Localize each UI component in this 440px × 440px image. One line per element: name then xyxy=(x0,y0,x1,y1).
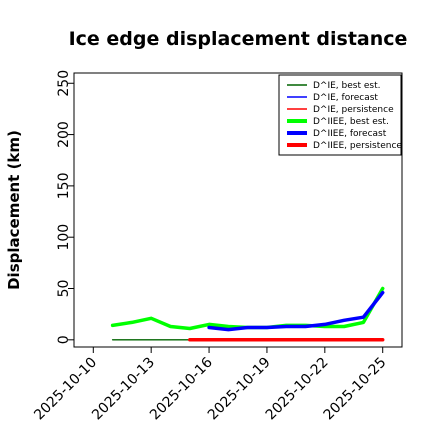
legend-label-2: D^IE, persistence xyxy=(313,105,394,115)
legend-label-4: D^IIEE, forecast xyxy=(313,129,387,139)
legend: D^IE, best est. D^IE, forecast D^IE, persi… xyxy=(278,74,402,156)
y-axis: 0 50 100 150 200 250 xyxy=(56,70,74,344)
legend-label-1: D^IE, forecast xyxy=(313,93,378,103)
chart-title: Ice edge displacement distance xyxy=(69,28,408,50)
y-tick-label: 100 xyxy=(56,224,72,251)
y-tick-label: 200 xyxy=(56,121,72,148)
y-axis-label: Displacement (km) xyxy=(5,130,23,290)
series-layer xyxy=(110,286,385,342)
y-tick-label: 250 xyxy=(56,70,72,97)
series-line-3 xyxy=(110,286,385,331)
plot-area-frame xyxy=(73,72,403,348)
legend-label-3: D^IIEE, best est. xyxy=(313,117,389,127)
y-tick-label: 0 xyxy=(56,335,72,344)
y-tick-label: 150 xyxy=(56,173,72,200)
legend-label-5: D^IIEE, persistence xyxy=(313,141,402,151)
series-line-4 xyxy=(207,290,385,332)
x-tick-label: 2025-10-25 xyxy=(321,355,390,424)
legend-box xyxy=(278,74,402,156)
legend-label-0: D^IE, best est. xyxy=(313,81,380,91)
x-axis: 2025-10-102025-10-132025-10-162025-10-19… xyxy=(31,347,390,424)
y-tick-label: 50 xyxy=(56,280,72,298)
